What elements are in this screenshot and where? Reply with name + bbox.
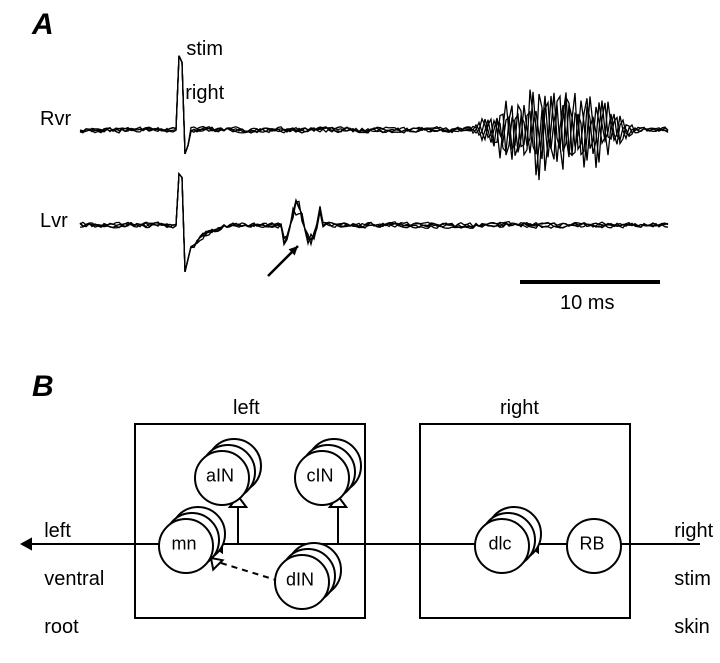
- neuron-aIN-label: aIN: [206, 466, 234, 487]
- figure-root: A stim right Rvr Lvr 10 ms B left right …: [0, 0, 720, 645]
- neuron-dIN-label: dIN: [286, 570, 314, 591]
- neuron-RB-label: RB: [579, 534, 604, 555]
- neuron-dlc-label: dlc: [488, 534, 511, 555]
- neuron-mn-label: mn: [171, 534, 196, 555]
- neuron-cIN-label: cIN: [307, 466, 334, 487]
